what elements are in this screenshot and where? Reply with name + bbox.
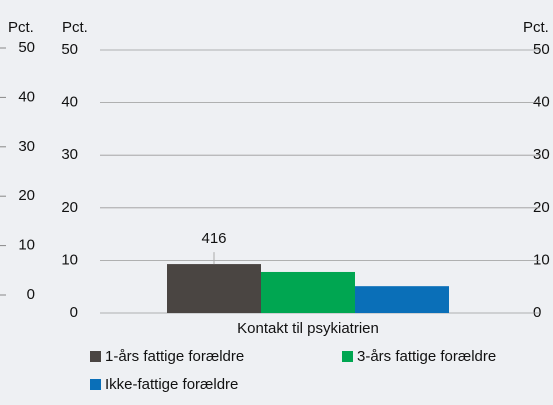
annotation: 416 (201, 230, 226, 247)
y2-tick-label: 0 (533, 304, 541, 321)
y-tick-label-outer: 30 (18, 138, 35, 155)
legend-label: 3-års fattige forældre (357, 348, 496, 365)
y2-tick-label: 30 (533, 146, 550, 163)
legend-swatch (90, 351, 101, 362)
y-tick-label-outer: 50 (18, 39, 35, 56)
y-tick-label-outer: 40 (18, 88, 35, 105)
y-tick-label-outer: 10 (18, 237, 35, 254)
y2-tick-label: 20 (533, 199, 550, 216)
legend-swatch (342, 351, 353, 362)
y2-tick-label: 40 (533, 94, 550, 111)
y2-axis-label: Pct. (523, 19, 549, 36)
bar (167, 264, 261, 313)
legend-label: Ikke-fattige forældre (105, 376, 238, 393)
bar (355, 286, 449, 313)
x-tick-label: Kontakt til psykiatrien (237, 320, 379, 337)
y-tick-label: 10 (61, 251, 78, 268)
legend-label: 1-års fattige forældre (105, 348, 244, 365)
bar (261, 271, 355, 313)
y-axis-label: Pct. (8, 19, 34, 36)
y-tick-label: 20 (61, 199, 78, 216)
y2-tick-label: 50 (533, 41, 550, 58)
y2-tick-label: 10 (533, 251, 550, 268)
y-tick-label: 0 (70, 304, 78, 321)
y-tick-label: 30 (61, 146, 78, 163)
y-axis-label: Pct. (62, 19, 88, 36)
y-tick-label: 40 (61, 94, 78, 111)
y-tick-label-outer: 0 (27, 286, 35, 303)
legend-swatch (90, 379, 101, 390)
y-tick-label-outer: 20 (18, 187, 35, 204)
y-tick-label: 50 (61, 41, 78, 58)
